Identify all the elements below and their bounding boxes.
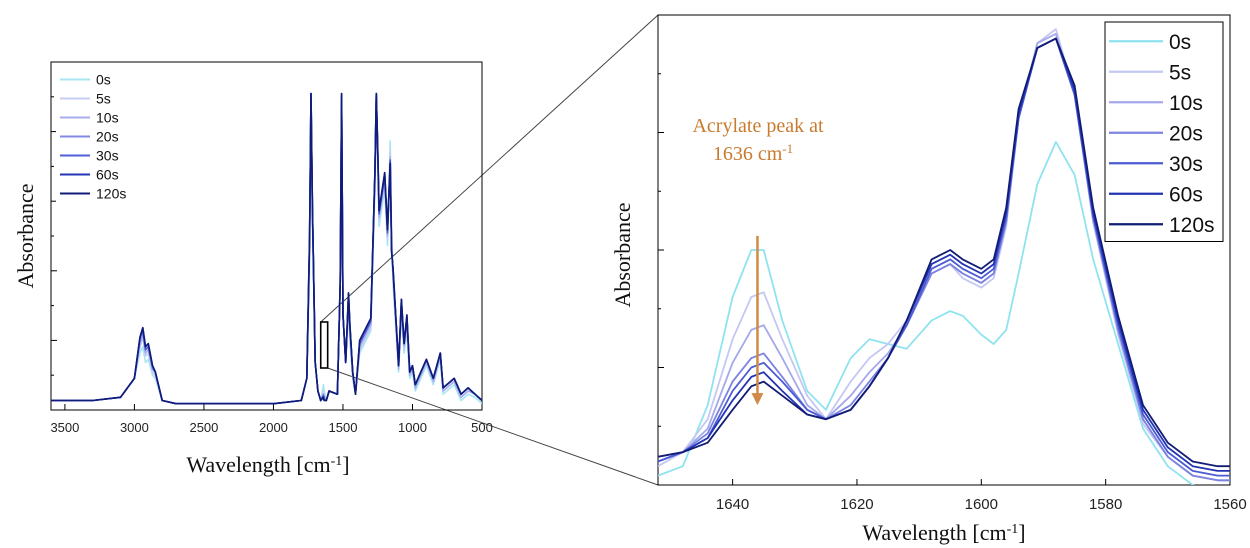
right-series-line-20s xyxy=(658,37,1230,482)
right-legend-label: 5s xyxy=(1169,61,1191,84)
right-series-line-30s xyxy=(658,37,1230,477)
zoom-y-axis-label: Absorbance xyxy=(610,202,635,307)
left-legend-label: 5s xyxy=(96,91,111,107)
overview-series-lines xyxy=(51,92,482,405)
zoom-x-ticks: 1640 1620 1600 1580 1560 xyxy=(716,479,1247,513)
left-x-tick-label: 3000 xyxy=(120,420,149,435)
annotation-arrow-head xyxy=(751,393,764,406)
overview-legend: 0s 5s 10s 20s 30s 60s 120s xyxy=(56,66,126,205)
right-series-line-5s xyxy=(658,28,1230,482)
left-x-tick-label: 2500 xyxy=(189,420,218,435)
left-x-tick-label: 1500 xyxy=(329,420,358,435)
acrylate-annotation: Acrylate peak at 1636 cm-1 xyxy=(692,115,824,406)
right-x-tick-label: 1620 xyxy=(840,496,873,513)
right-legend-label: 120s xyxy=(1169,214,1215,237)
zoom-legend: 0s 5s 10s 20s 30s 60s 120s xyxy=(1104,21,1224,242)
zoom-connector-top xyxy=(320,14,659,323)
left-x-tick-label: 1000 xyxy=(398,420,427,435)
zoom-region-box xyxy=(319,321,329,369)
zoom-x-axis-label: Wavelength [cm-1] xyxy=(862,520,1025,545)
right-x-tick-label: 1580 xyxy=(1089,496,1122,513)
annotation-text-line2: 1636 cm-1 xyxy=(713,141,793,166)
right-legend-label: 30s xyxy=(1169,153,1203,176)
right-series-line-60s xyxy=(658,37,1230,472)
overview-x-axis-label: Wavelength [cm-1] xyxy=(186,452,349,477)
right-series-line-0s xyxy=(658,140,1195,485)
right-x-tick-label: 1600 xyxy=(965,496,998,513)
right-series-line-120s xyxy=(658,37,1230,468)
zoom-connectors xyxy=(320,14,659,486)
zoom-y-ticks xyxy=(658,14,664,486)
left-x-tick-label: 3500 xyxy=(50,420,79,435)
left-legend-label: 20s xyxy=(96,129,119,145)
left-legend-label: 60s xyxy=(96,167,119,183)
overview-chart: 3500 3000 2500 2000 1500 1000 500 0s 5s 10s 20s 30… xyxy=(13,61,493,477)
overview-y-axis-label: Absorbance xyxy=(13,183,38,288)
overview-x-ticks: 3500 3000 2500 2000 1500 1000 500 xyxy=(50,404,493,435)
annotation-text-line1: Acrylate peak at xyxy=(692,115,823,137)
right-legend-label: 60s xyxy=(1169,183,1203,206)
left-legend-label: 10s xyxy=(96,110,119,126)
zoom-series-lines xyxy=(658,28,1230,485)
right-legend-label: 0s xyxy=(1169,31,1191,54)
right-x-tick-label: 1640 xyxy=(716,496,749,513)
zoom-chart: 1640 1620 1600 1580 1560 0s 5s 10s 20s 30s 60s 120… xyxy=(610,14,1247,545)
zoom-connector-bottom xyxy=(327,367,659,486)
left-series-line-120s xyxy=(51,92,482,405)
right-legend-label: 20s xyxy=(1169,122,1203,145)
left-x-tick-label: 2000 xyxy=(259,420,288,435)
left-legend-label: 30s xyxy=(96,148,119,164)
right-legend-label: 10s xyxy=(1169,92,1203,115)
left-legend-label: 0s xyxy=(96,72,111,88)
left-x-tick-label: 500 xyxy=(471,420,493,435)
left-legend-label: 120s xyxy=(96,186,126,202)
right-x-tick-label: 1560 xyxy=(1213,496,1246,513)
